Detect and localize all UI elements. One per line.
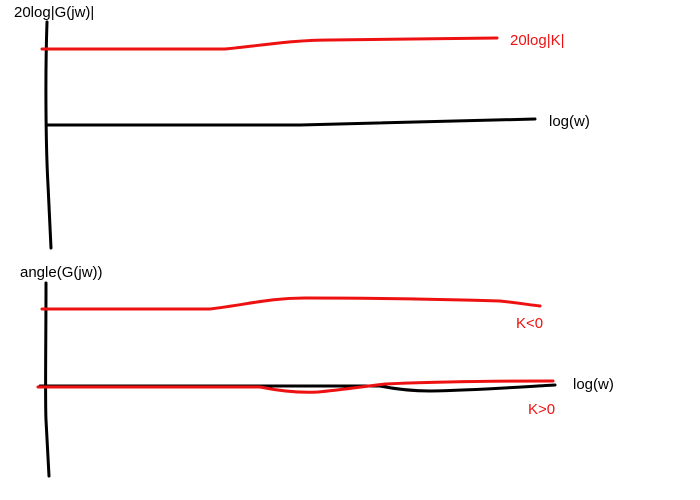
phase-x-axis — [38, 383, 557, 393]
magnitude-y-axis-label: 20log|G(jw)| — [14, 4, 94, 21]
phase-y-axis — [44, 281, 51, 478]
phase-y-axis-label: angle(G(jw)) — [20, 264, 103, 281]
phase-plot: angle(G(jw)) K<0 log(w) K>0 — [20, 264, 614, 478]
phase-x-axis-label: log(w) — [573, 376, 614, 393]
magnitude-plot: 20log|G(jw)| log(w) 20log|K| — [14, 4, 590, 250]
phase-curve-k-negative — [40, 296, 542, 311]
magnitude-x-axis — [45, 117, 537, 127]
phase-curve-k-positive — [36, 379, 555, 394]
phase-curve-k-negative-label: K<0 — [516, 315, 543, 332]
phase-curve-k-positive-label: K>0 — [528, 401, 555, 418]
magnitude-y-axis — [44, 20, 53, 250]
magnitude-x-axis-label: log(w) — [549, 113, 590, 130]
magnitude-curve-label: 20log|K| — [510, 32, 565, 49]
magnitude-curve — [40, 36, 499, 51]
